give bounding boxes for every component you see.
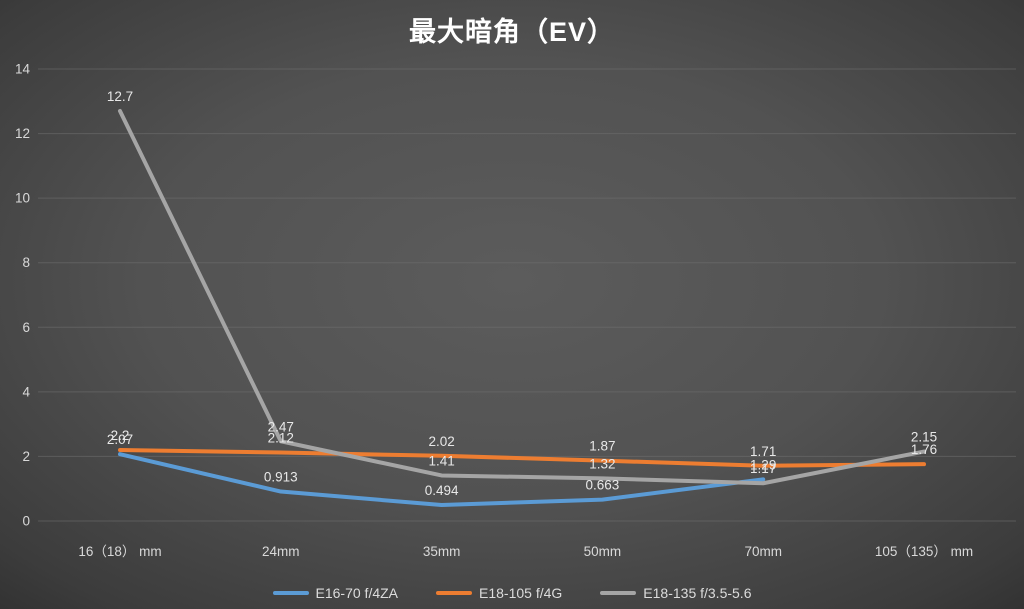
- y-tick-label: 0: [22, 514, 30, 529]
- data-label: 2.47: [268, 419, 294, 434]
- legend: E16-70 f/4ZA E18-105 f/4G E18-135 f/3.5-5.…: [0, 585, 1024, 601]
- y-tick-label: 14: [15, 62, 31, 77]
- y-tick-label: 12: [15, 126, 30, 141]
- legend-item-e16-70-f-4za: E16-70 f/4ZA: [272, 585, 399, 601]
- y-tick-label: 4: [22, 384, 30, 399]
- data-label: 1.32: [589, 456, 615, 471]
- legend-label: E18-105 f/4G: [479, 585, 563, 601]
- series-line-e18-105-f-4g: [118, 447, 926, 468]
- data-label: 2.15: [911, 430, 937, 445]
- x-axis-label: 24mm: [262, 544, 300, 559]
- data-label: 1.71: [750, 444, 776, 459]
- x-axis-label: 70mm: [744, 544, 782, 559]
- data-label: 2.07: [107, 432, 133, 447]
- legend-line-swatch-icon: [272, 591, 309, 595]
- series-line-e16-70-f-4za: [118, 452, 766, 508]
- legend-label: E18-135 f/3.5-5.6: [643, 585, 752, 601]
- data-label: 2.2: [111, 428, 130, 443]
- data-label: 0.913: [264, 470, 298, 485]
- legend-line-swatch-icon: [600, 591, 637, 595]
- chart-title: 最大暗角（EV）: [408, 17, 616, 47]
- data-label: 0.663: [586, 478, 620, 493]
- y-tick-label: 8: [22, 255, 30, 270]
- legend-item-e18-135-f-3-5-5-6: E18-135 f/3.5-5.6: [600, 585, 751, 601]
- data-label: 1.17: [750, 461, 776, 476]
- y-tick-label: 6: [22, 320, 30, 335]
- y-tick-label: 2: [22, 449, 30, 464]
- legend-item-e18-105-f-4g: E18-105 f/4G: [436, 585, 562, 601]
- data-label: 0.494: [425, 483, 459, 498]
- data-label: 1.29: [750, 457, 776, 472]
- x-axis-label: 16（18） mm: [78, 544, 161, 559]
- series-line-e18-135-f-3-5-5-6: [118, 108, 926, 486]
- legend-line-swatch-icon: [436, 591, 473, 595]
- data-label: 1.87: [589, 439, 615, 454]
- data-label: 1.41: [428, 453, 454, 468]
- legend-label: E16-70 f/4ZA: [315, 585, 399, 601]
- x-axis-label: 35mm: [423, 544, 461, 559]
- data-label: 2.12: [268, 431, 294, 446]
- y-tick-label: 10: [15, 191, 30, 206]
- x-axis-label: 50mm: [584, 544, 622, 559]
- data-label: 1.76: [911, 442, 937, 457]
- x-axis-label: 105（135） mm: [875, 544, 973, 559]
- data-label: 2.02: [428, 434, 454, 449]
- data-label: 12.7: [107, 89, 133, 104]
